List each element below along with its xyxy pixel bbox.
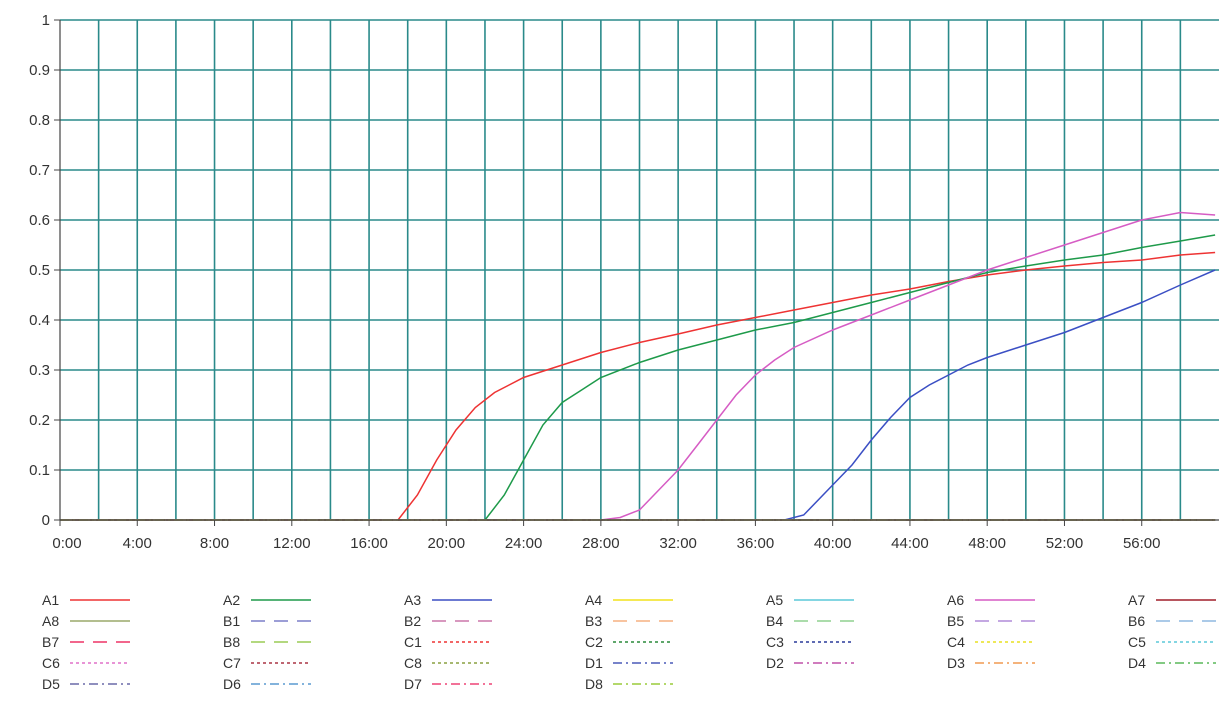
legend-item-b8: B8 (223, 634, 311, 650)
legend-label: B3 (585, 613, 602, 629)
x-tick-label: 20:00 (428, 535, 466, 552)
legend-item-b1: B1 (223, 613, 311, 629)
legend-label: C7 (223, 655, 241, 671)
legend-label: B5 (947, 613, 964, 629)
legend-label: B2 (404, 613, 421, 629)
legend-item-c2: C2 (585, 634, 673, 650)
legend-item-a4: A4 (585, 592, 673, 608)
x-tick-label: 40:00 (814, 535, 852, 552)
legend-label: B1 (223, 613, 240, 629)
legend-item-a8: A8 (42, 613, 130, 629)
series-line-a1 (60, 251, 1216, 521)
legend-item-d2: D2 (766, 655, 854, 671)
legend-item-b7: B7 (42, 634, 130, 650)
x-tick-label: 48:00 (968, 535, 1006, 552)
legend-label: D1 (585, 655, 603, 671)
legend-item-d1: D1 (585, 655, 673, 671)
legend-label: D3 (947, 655, 965, 671)
series-line-a3 (60, 269, 1216, 521)
y-tick-label: 0.6 (29, 212, 50, 229)
legend-label: A5 (766, 592, 783, 608)
legend-label: B8 (223, 634, 240, 650)
legend-item-c5: C5 (1128, 634, 1216, 650)
legend-item-c6: C6 (42, 655, 130, 671)
legend-item-c4: C4 (947, 634, 1035, 650)
legend-item-b5: B5 (947, 613, 1035, 629)
legend-label: D2 (766, 655, 784, 671)
legend-label: D7 (404, 676, 422, 692)
x-tick-label: 16:00 (350, 535, 388, 552)
legend-item-b6: B6 (1128, 613, 1216, 629)
y-tick-label: 0.9 (29, 62, 50, 79)
legend: A1 A2 A3 A4 A5 A6 A7 A8 B1 B2 B3 B4 B5 B6 B7 B8 C1 C2 C3 C4… (42, 592, 1216, 692)
x-tick-label: 52:00 (1046, 535, 1084, 552)
legend-item-d6: D6 (223, 676, 311, 692)
x-tick-label: 24:00 (505, 535, 543, 552)
series-line-a6 (60, 211, 1216, 521)
legend-label: A6 (947, 592, 964, 608)
legend-item-a3: A3 (404, 592, 492, 608)
x-tick-label: 56:00 (1123, 535, 1161, 552)
x-tick-label: 0:00 (52, 535, 81, 552)
legend-item-d4: D4 (1128, 655, 1216, 671)
legend-label: D4 (1128, 655, 1146, 671)
legend-label: A3 (404, 592, 421, 608)
x-tick-label: 12:00 (273, 535, 311, 552)
legend-item-d7: D7 (404, 676, 492, 692)
legend-item-b4: B4 (766, 613, 854, 629)
legend-label: C2 (585, 634, 603, 650)
tick-labels: 0 0.1 0.2 0.3 0.4 0.5 0.6 0.7 0.8 0.9 1 0:00 4:00 8:0… (29, 12, 1160, 552)
legend-item-a1: A1 (42, 592, 130, 608)
legend-item-c1: C1 (404, 634, 492, 650)
legend-label: A8 (42, 613, 59, 629)
y-tick-label: 0.4 (29, 312, 50, 329)
x-tick-label: 28:00 (582, 535, 620, 552)
legend-label: D6 (223, 676, 241, 692)
legend-label: C5 (1128, 634, 1146, 650)
legend-label: A7 (1128, 592, 1145, 608)
legend-item-a7: A7 (1128, 592, 1216, 608)
x-tick-label: 44:00 (891, 535, 929, 552)
legend-label: C6 (42, 655, 60, 671)
legend-item-c7: C7 (223, 655, 311, 671)
legend-item-d5: D5 (42, 676, 130, 692)
legend-label: C4 (947, 634, 965, 650)
legend-item-a5: A5 (766, 592, 854, 608)
legend-label: A1 (42, 592, 59, 608)
legend-label: C1 (404, 634, 422, 650)
y-tick-label: 0.5 (29, 262, 50, 279)
legend-item-d3: D3 (947, 655, 1035, 671)
x-tick-label: 8:00 (200, 535, 229, 552)
legend-label: D8 (585, 676, 603, 692)
legend-item-b3: B3 (585, 613, 673, 629)
grid-lines (60, 19, 1219, 520)
legend-label: B6 (1128, 613, 1145, 629)
x-tick-label: 4:00 (123, 535, 152, 552)
y-tick-label: 0.7 (29, 162, 50, 179)
x-tick-label: 32:00 (659, 535, 697, 552)
legend-item-d8: D8 (585, 676, 673, 692)
legend-item-c8: C8 (404, 655, 492, 671)
legend-label: D5 (42, 676, 60, 692)
legend-label: C8 (404, 655, 422, 671)
legend-item-a6: A6 (947, 592, 1035, 608)
y-tick-label: 1 (42, 12, 50, 29)
legend-item-c3: C3 (766, 634, 854, 650)
x-tick-label: 36:00 (737, 535, 775, 552)
legend-label: A4 (585, 592, 602, 608)
legend-label: B4 (766, 613, 783, 629)
y-tick-label: 0.8 (29, 112, 50, 129)
legend-item-a2: A2 (223, 592, 311, 608)
y-tick-label: 0.1 (29, 462, 50, 479)
legend-label: C3 (766, 634, 784, 650)
series-line-a2 (60, 234, 1216, 521)
y-tick-label: 0 (42, 512, 50, 529)
legend-label: B7 (42, 634, 59, 650)
legend-item-b2: B2 (404, 613, 492, 629)
y-tick-label: 0.2 (29, 412, 50, 429)
series-lines (60, 211, 1216, 521)
legend-label: A2 (223, 592, 240, 608)
y-tick-label: 0.3 (29, 362, 50, 379)
